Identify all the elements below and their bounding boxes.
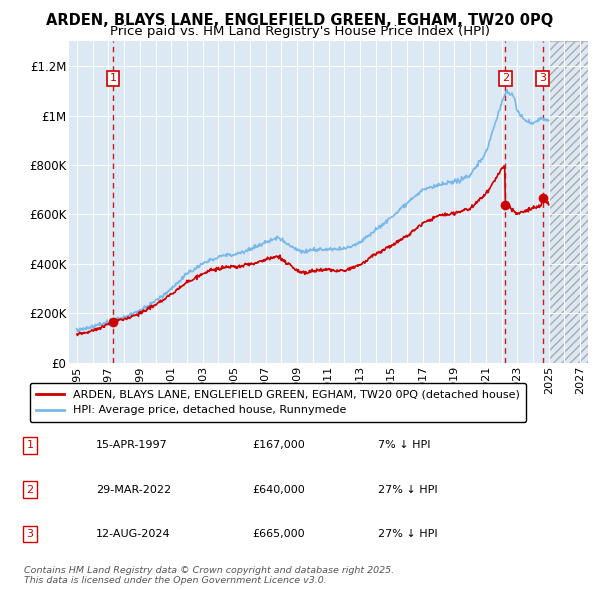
Text: 27% ↓ HPI: 27% ↓ HPI — [378, 529, 437, 539]
Text: £167,000: £167,000 — [252, 441, 305, 450]
Legend: ARDEN, BLAYS LANE, ENGLEFIELD GREEN, EGHAM, TW20 0PQ (detached house), HPI: Aver: ARDEN, BLAYS LANE, ENGLEFIELD GREEN, EGH… — [29, 384, 526, 422]
Text: 12-AUG-2024: 12-AUG-2024 — [96, 529, 170, 539]
Text: 2: 2 — [502, 73, 509, 83]
Text: 1: 1 — [26, 441, 34, 450]
Text: £640,000: £640,000 — [252, 485, 305, 494]
Text: 29-MAR-2022: 29-MAR-2022 — [96, 485, 171, 494]
Text: 2: 2 — [26, 485, 34, 494]
Text: 7% ↓ HPI: 7% ↓ HPI — [378, 441, 431, 450]
Text: Contains HM Land Registry data © Crown copyright and database right 2025.
This d: Contains HM Land Registry data © Crown c… — [24, 566, 394, 585]
Text: 3: 3 — [539, 73, 546, 83]
Text: 3: 3 — [26, 529, 34, 539]
Text: 27% ↓ HPI: 27% ↓ HPI — [378, 485, 437, 494]
Text: 1: 1 — [109, 73, 116, 83]
Text: £665,000: £665,000 — [252, 529, 305, 539]
Text: ARDEN, BLAYS LANE, ENGLEFIELD GREEN, EGHAM, TW20 0PQ: ARDEN, BLAYS LANE, ENGLEFIELD GREEN, EGH… — [46, 13, 554, 28]
Text: Price paid vs. HM Land Registry's House Price Index (HPI): Price paid vs. HM Land Registry's House … — [110, 25, 490, 38]
Bar — [548, 41, 588, 363]
Text: 15-APR-1997: 15-APR-1997 — [96, 441, 168, 450]
